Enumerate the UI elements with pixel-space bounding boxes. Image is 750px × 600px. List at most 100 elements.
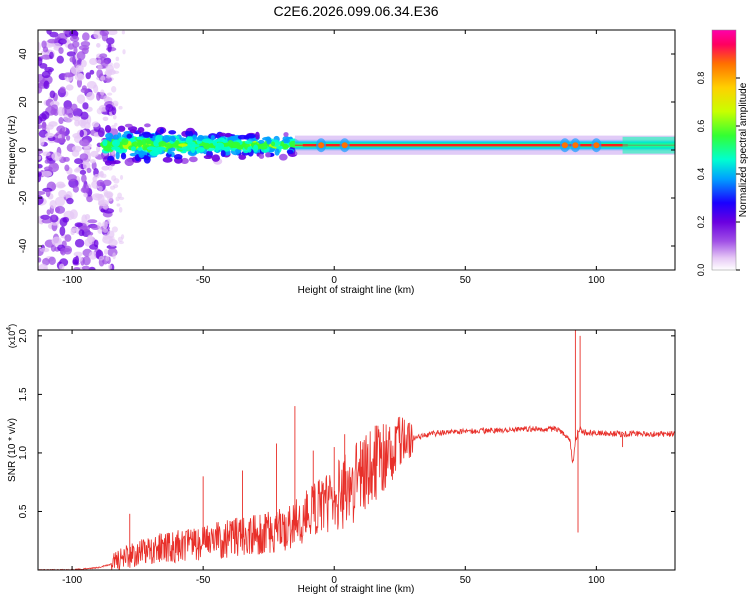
spectrogram-speckle bbox=[78, 45, 90, 51]
snr-ytick-label: 1.5 bbox=[18, 387, 29, 401]
spectrogram-speckle bbox=[58, 116, 64, 125]
spectrogram-cell bbox=[143, 155, 151, 164]
spectrogram-speckle bbox=[115, 56, 120, 62]
spectrogram-speckle bbox=[80, 111, 89, 120]
spectrogram-cell bbox=[164, 143, 173, 149]
spectrogram-speckle bbox=[74, 119, 80, 127]
spectrogram-speckle bbox=[122, 49, 126, 55]
spectrogram-speckle bbox=[105, 74, 112, 79]
spectrogram-speckle bbox=[111, 124, 116, 130]
spectrogram-speckle bbox=[88, 266, 96, 270]
spectrogram-speckle bbox=[73, 115, 81, 122]
spectrogram-speckle bbox=[108, 239, 118, 247]
spectrogram-speckle bbox=[38, 113, 47, 122]
spectrogram-ytick-label: -20 bbox=[18, 190, 29, 205]
spectrogram-speckle bbox=[117, 192, 122, 199]
spectrogram-speckle bbox=[74, 222, 83, 228]
spectrogram-speckle bbox=[102, 234, 109, 241]
spectrogram-speckle bbox=[118, 206, 123, 213]
spectrogram-speckle bbox=[61, 130, 66, 140]
spectrogram-speckle bbox=[80, 187, 88, 193]
spectrogram-ytick-label: -40 bbox=[18, 238, 29, 253]
spectrogram-perturbation-core bbox=[341, 142, 348, 149]
colorbar-tick-label: 0.6 bbox=[696, 120, 706, 133]
spectrogram-speckle bbox=[67, 43, 75, 50]
spectrogram-speckle bbox=[38, 257, 42, 263]
spectrogram-cell bbox=[149, 150, 160, 157]
spectrogram-cell bbox=[229, 135, 239, 141]
spectrogram-speckle bbox=[102, 221, 108, 229]
spectrogram-speckle bbox=[38, 191, 46, 196]
spectrogram-speckle bbox=[38, 164, 43, 169]
spectrogram-speckle bbox=[113, 184, 119, 189]
spectrogram-speckle bbox=[107, 92, 113, 96]
spectrogram-speckle bbox=[39, 63, 48, 69]
spectrogram-speckle bbox=[98, 255, 105, 261]
spectrogram-speckle bbox=[39, 136, 45, 146]
spectrogram-perturbation-core bbox=[561, 142, 568, 149]
spectrogram-speckle bbox=[89, 244, 99, 250]
spectrogram-speckle bbox=[42, 151, 51, 157]
spectrogram-speckle bbox=[69, 35, 80, 42]
spectrogram-cell bbox=[137, 139, 143, 148]
spectrogram-speckle bbox=[105, 103, 114, 112]
spectrogram-cell bbox=[237, 134, 248, 140]
spectrogram-speckle bbox=[90, 150, 99, 158]
spectrogram-cell bbox=[259, 144, 268, 150]
spectrogram-speckle bbox=[47, 38, 57, 44]
spectrogram-cell bbox=[136, 136, 144, 140]
spectrogram-speckle bbox=[103, 248, 109, 255]
spectrogram-cell bbox=[247, 146, 252, 153]
spectrogram-speckle bbox=[51, 104, 58, 112]
spectrogram-cell bbox=[102, 139, 108, 147]
spectrogram-speckle bbox=[41, 70, 51, 79]
spectrogram-y-label: Frequency (Hz) bbox=[7, 116, 18, 185]
spectrogram-speckle bbox=[64, 234, 72, 242]
spectrogram-speckle bbox=[81, 174, 87, 183]
spectrogram-cell bbox=[162, 156, 173, 163]
spectrogram-cell bbox=[130, 146, 136, 152]
spectrogram-speckle bbox=[111, 86, 117, 93]
spectrogram-speckle bbox=[46, 209, 51, 216]
spectrogram-speckle bbox=[44, 66, 54, 73]
spectrogram-cell bbox=[218, 132, 227, 137]
spectrogram-cell bbox=[286, 149, 294, 155]
spectrogram-speckle bbox=[98, 185, 103, 192]
spectrogram-cell bbox=[121, 138, 129, 146]
spectrogram-speckle bbox=[75, 64, 84, 73]
spectrogram-speckle bbox=[40, 247, 50, 253]
snr-panel: -100 -50 0 50 100 0.5 1.0 1.5 2.0 Height of str… bbox=[6, 324, 676, 595]
spectrogram-speckle bbox=[86, 231, 94, 236]
spectrogram-speckle bbox=[38, 263, 49, 270]
spectrogram-speckle bbox=[38, 148, 44, 155]
spectrogram-cell bbox=[220, 150, 226, 157]
spectrogram-cell bbox=[283, 132, 289, 137]
spectrogram-cell bbox=[276, 145, 284, 150]
spectrogram-speckle bbox=[91, 161, 97, 171]
spectrogram-speckle bbox=[85, 72, 92, 80]
spectrogram-speckle bbox=[83, 192, 88, 198]
spectrogram-speckle bbox=[78, 229, 85, 237]
spectrogram-cell bbox=[104, 160, 112, 166]
spectrogram-speckle bbox=[96, 107, 103, 115]
spectrogram-speckle bbox=[106, 37, 115, 45]
spectrogram-speckle bbox=[66, 51, 76, 57]
spectrogram-speckle bbox=[41, 170, 53, 178]
spectrogram-speckle bbox=[108, 235, 115, 241]
spectrogram-speckle bbox=[121, 30, 126, 35]
snr-xtick-label: -50 bbox=[196, 575, 211, 586]
spectrogram-speckle bbox=[45, 124, 54, 130]
spectrogram-speckle bbox=[40, 214, 51, 220]
spectrogram-speckle bbox=[69, 56, 75, 63]
spectrogram-speckle bbox=[58, 47, 64, 54]
spectrogram-cell bbox=[244, 140, 253, 145]
spectrogram-cell bbox=[279, 153, 288, 161]
spectrogram-cell bbox=[178, 143, 188, 147]
spectrogram-speckle bbox=[103, 189, 108, 196]
spectrogram-speckle bbox=[71, 145, 82, 153]
spectrogram-speckle bbox=[97, 171, 103, 176]
snr-exponent-base: (x10 bbox=[7, 331, 17, 349]
spectrogram-speckle bbox=[49, 51, 54, 60]
spectrogram-speckle bbox=[57, 183, 66, 188]
spectrogram-speckle bbox=[64, 106, 74, 116]
